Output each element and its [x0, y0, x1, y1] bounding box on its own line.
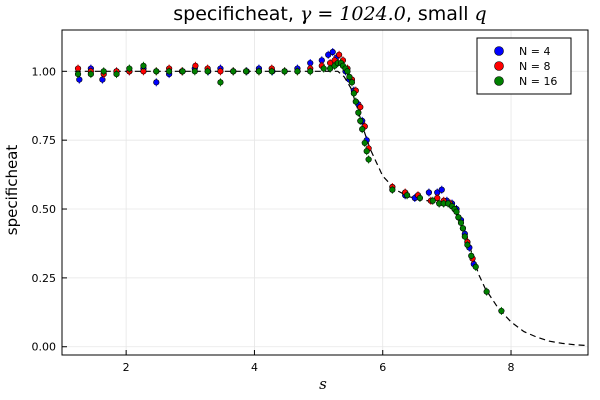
- y-tick-label-3: 0.75: [32, 134, 57, 147]
- data-point-s2-p26: [344, 68, 351, 75]
- data-point-s2-p30: [352, 98, 359, 105]
- data-point-s2-p18: [307, 68, 314, 75]
- data-point-s2-p12: [230, 68, 237, 75]
- data-point-s2-p2: [100, 68, 107, 75]
- title-part-1: specificheat,: [173, 3, 300, 25]
- data-point-s2-p47: [455, 214, 462, 221]
- x-axis-label: s: [319, 375, 327, 393]
- data-point-s2-p33: [359, 126, 366, 133]
- data-point-s2-p28: [348, 79, 356, 86]
- data-point-s2-p37: [389, 186, 396, 193]
- y-tick-label-2: 0.50: [32, 203, 57, 216]
- x-tick-label-1: 4: [251, 361, 258, 374]
- data-point-s1-p27: [357, 104, 364, 111]
- data-point-s0-p0: [76, 76, 83, 83]
- x-tick-label-0: 2: [123, 361, 130, 374]
- legend: N = 4 N = 8 N = 16: [476, 37, 572, 95]
- data-point-s2-p38: [404, 192, 411, 199]
- data-point-s2-p51: [464, 241, 471, 248]
- data-point-s2-p1: [87, 70, 94, 78]
- y-tick-label-0: 0.00: [32, 341, 57, 354]
- data-point-s2-p3: [113, 70, 120, 78]
- legend-box: [476, 37, 572, 95]
- legend-marker-1: [494, 61, 504, 71]
- data-point-s2-p13: [243, 68, 250, 75]
- plot-frame: [61, 29, 589, 356]
- data-point-s2-p16: [281, 68, 288, 75]
- data-point-s2-p15: [268, 68, 275, 75]
- data-point-s2-p19: [320, 65, 327, 72]
- data-point-s2-p46: [453, 208, 460, 215]
- data-point-s0-p2: [99, 76, 106, 83]
- data-point-s2-p4: [126, 65, 133, 72]
- legend-marker-2: [494, 76, 504, 86]
- data-point-s2-p49: [459, 225, 467, 232]
- data-point-s2-p8: [179, 68, 186, 75]
- data-point-s2-p36: [365, 156, 372, 163]
- legend-label-0: N = 4: [519, 45, 550, 58]
- data-point-s1-p34: [434, 194, 441, 202]
- x-tick-label-2: 6: [379, 361, 386, 374]
- data-point-s2-p54: [483, 288, 490, 295]
- title-part-2: γ = 1024.0: [300, 3, 406, 25]
- chart-title: specificheat, γ = 1024.0, small q: [173, 3, 486, 25]
- data-point-s2-p53: [472, 263, 479, 270]
- data-point-s0-p6: [153, 79, 160, 86]
- data-point-s0-p32: [425, 189, 433, 196]
- data-point-s2-p6: [153, 68, 160, 75]
- data-point-s0-p21: [329, 48, 336, 56]
- data-point-s1-p9: [192, 62, 199, 69]
- data-point-s2-p17: [294, 68, 301, 75]
- data-point-s2-p9: [191, 68, 198, 75]
- data-point-s2-p14: [255, 68, 263, 75]
- data-point-s2-p52: [468, 252, 475, 259]
- data-point-s2-p48: [457, 219, 465, 226]
- data-point-s2-p55: [498, 307, 505, 315]
- legend-label-1: N = 8: [519, 60, 550, 73]
- data-point-s2-p27: [346, 73, 353, 80]
- y-tick-label-1: 0.25: [32, 272, 57, 285]
- data-point-s2-p29: [350, 90, 357, 97]
- tick-labels-layer: 2 4 6 8 0.00 0.25 0.50 0.75 1.00: [32, 65, 515, 374]
- data-point-s2-p7: [166, 68, 173, 75]
- data-point-s2-p35: [363, 148, 370, 155]
- title-part-3: , small: [406, 3, 475, 25]
- data-point-s2-p39: [416, 194, 424, 202]
- data-point-s2-p0: [74, 70, 82, 78]
- data-point-s2-p5: [140, 62, 147, 69]
- legend-marker-0: [494, 46, 504, 56]
- data-point-s1-p11: [217, 68, 224, 75]
- data-point-s1-p22: [336, 51, 343, 58]
- axes-layer: [61, 29, 589, 356]
- title-part-4: q: [475, 3, 487, 25]
- data-point-s2-p10: [204, 68, 211, 75]
- data-point-s2-p11: [217, 79, 224, 86]
- y-tick-label-4: 1.00: [32, 65, 57, 78]
- legend-label-2: N = 16: [519, 75, 557, 88]
- data-point-s2-p32: [357, 117, 364, 124]
- data-point-s0-p34: [438, 186, 445, 193]
- y-axis-label: specificheat: [3, 145, 21, 236]
- data-point-s2-p40: [429, 197, 436, 204]
- data-points-layer: [74, 48, 505, 315]
- data-point-s2-p34: [361, 139, 368, 147]
- x-tick-label-3: 8: [508, 361, 515, 374]
- data-point-s2-p20: [327, 65, 334, 72]
- data-point-s2-p31: [355, 109, 362, 116]
- data-point-s0-p20: [325, 51, 332, 58]
- data-point-s2-p50: [461, 233, 468, 240]
